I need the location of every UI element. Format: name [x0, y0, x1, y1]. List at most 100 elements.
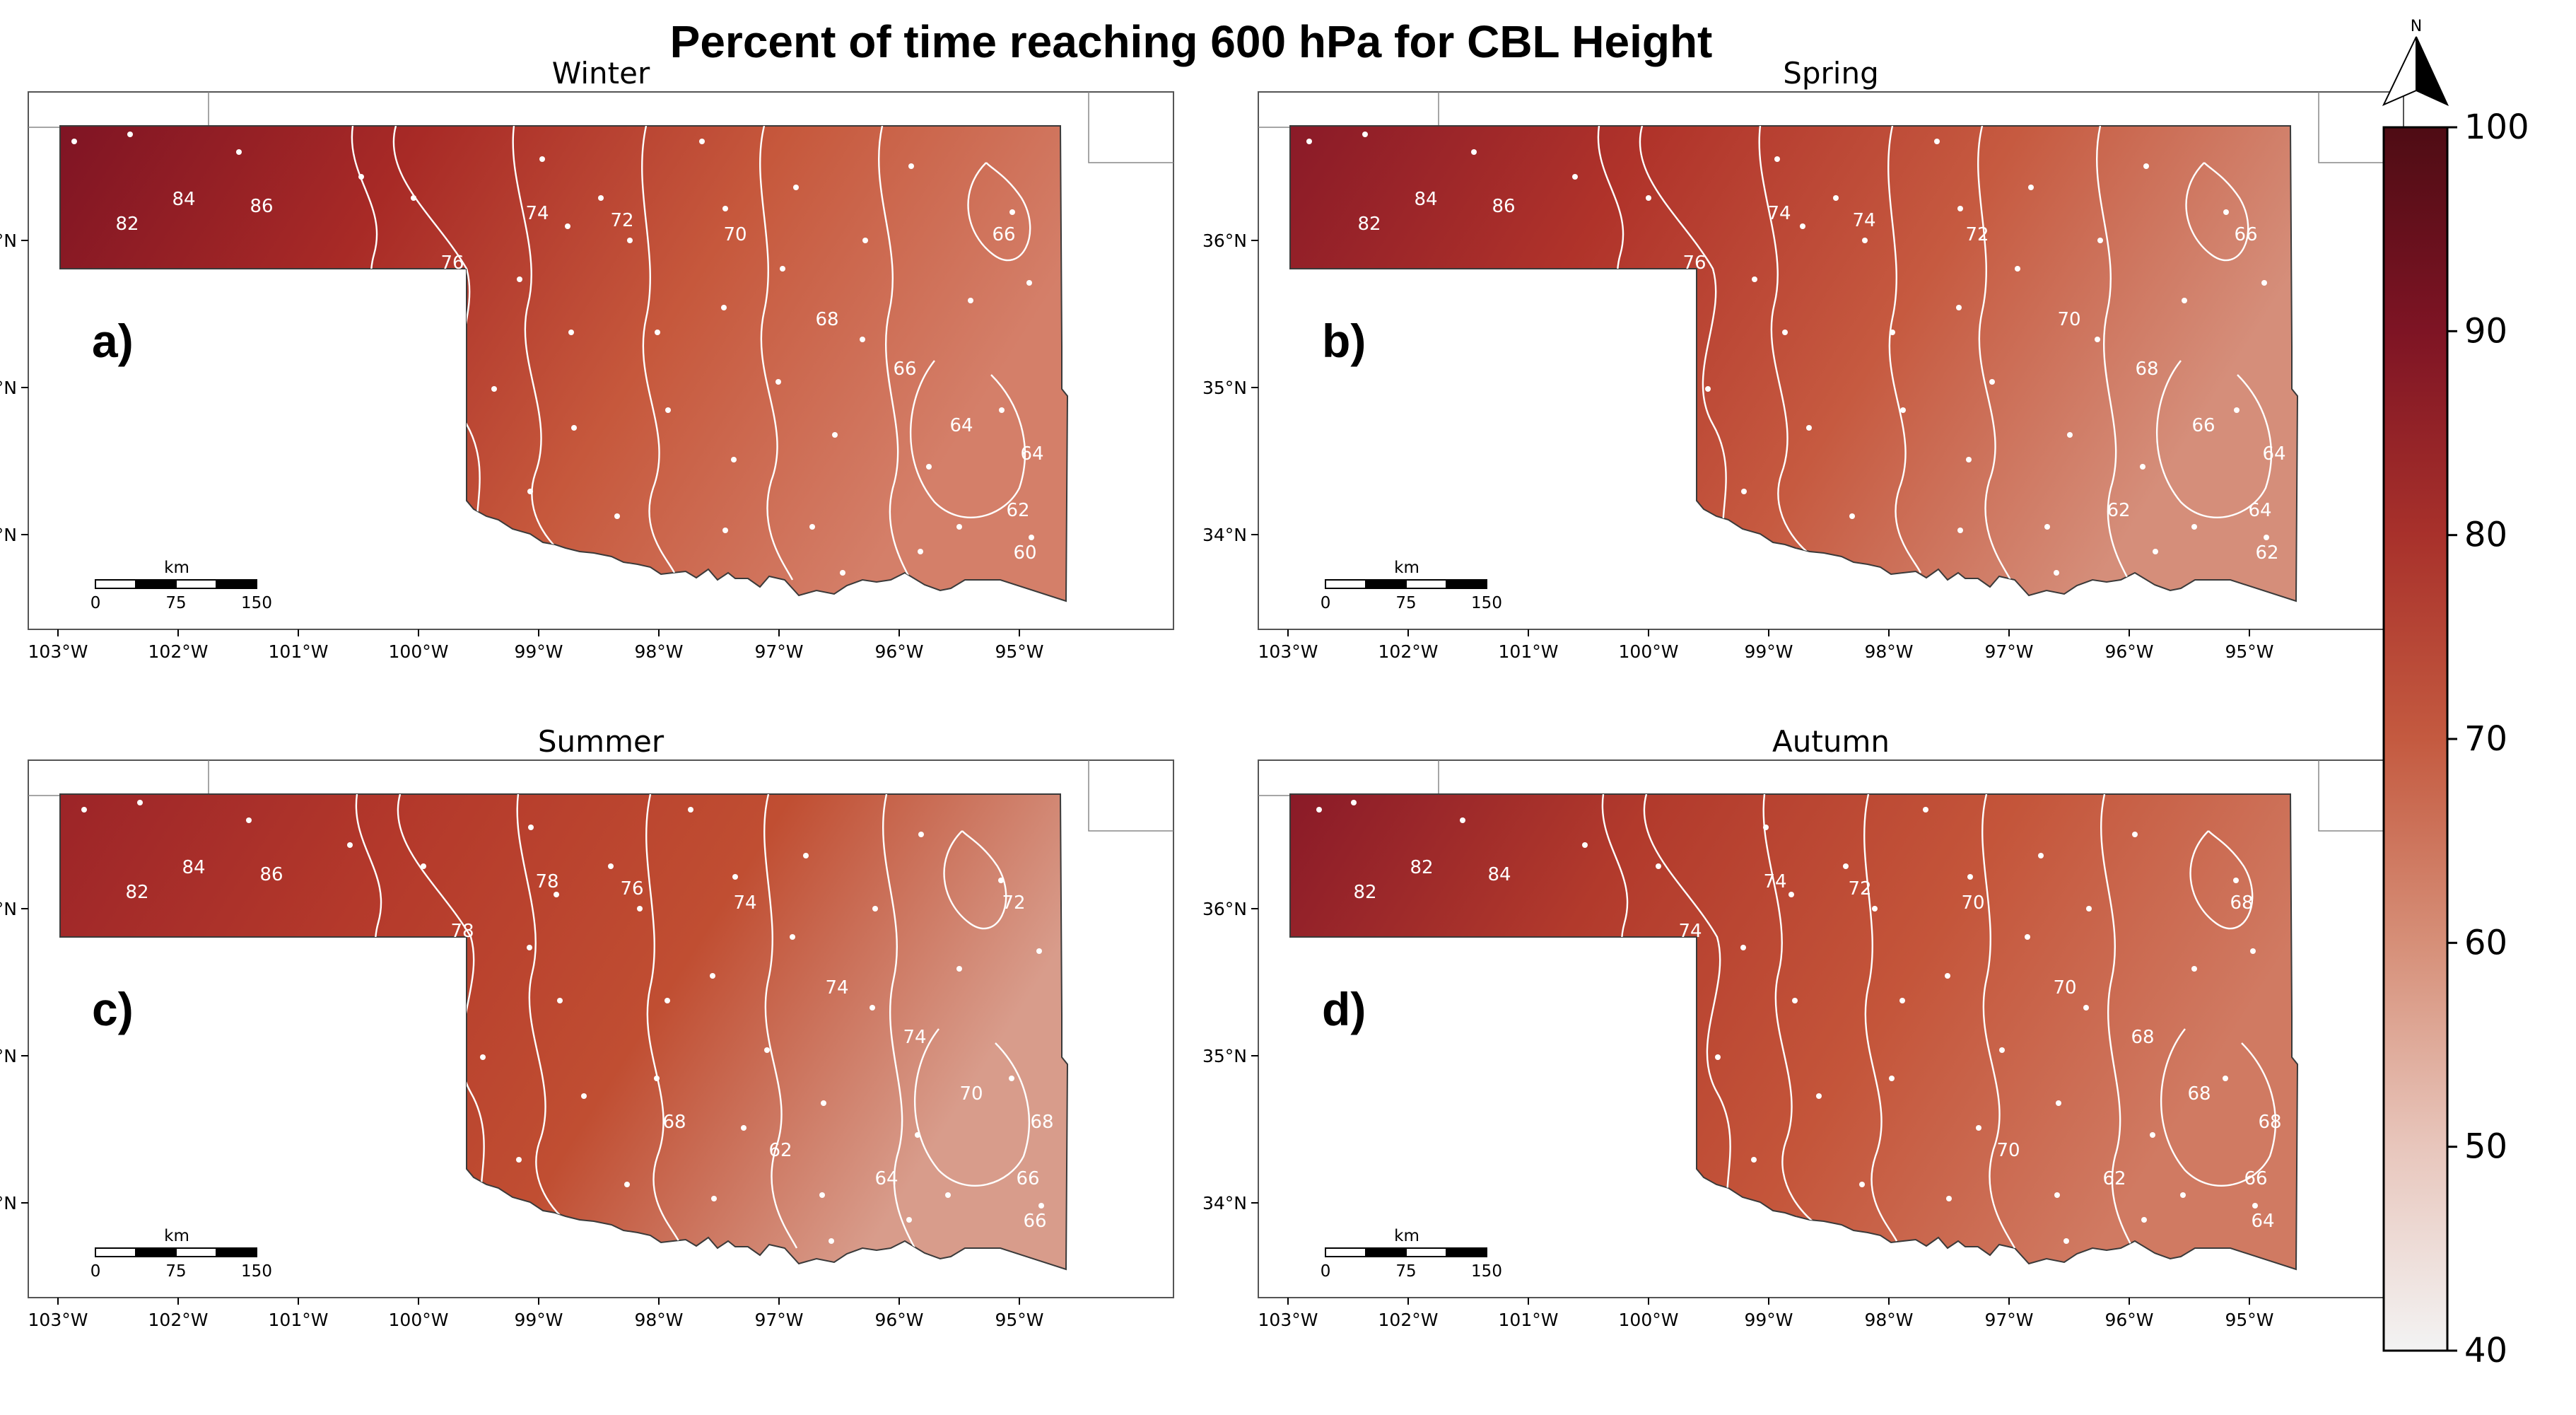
contour-label: 78	[1591, 309, 1614, 330]
lat-tick: 36°N	[1202, 899, 1247, 919]
contour-label: 78	[358, 977, 382, 998]
lon-tick: 95°W	[2225, 641, 2273, 662]
contour-label: 78	[450, 921, 474, 942]
lon-tick: 101°W	[269, 641, 329, 662]
contour-label: 70	[2053, 977, 2076, 998]
panel-letter: d)	[1322, 983, 1366, 1035]
lon-tick: 96°W	[2104, 641, 2153, 662]
lat-tick: 34°N	[1202, 525, 1247, 545]
contour-label: 82	[115, 214, 139, 235]
oklahoma-field	[59, 793, 1069, 1271]
scale-tick: 0	[90, 594, 101, 612]
contour-label: 82	[1410, 857, 1433, 878]
station-dots	[71, 132, 1034, 576]
lon-tick: 99°W	[514, 641, 563, 662]
contour-label: 82	[1353, 882, 1376, 903]
state-boundary	[28, 92, 1173, 163]
contour-label: 74	[733, 892, 756, 914]
contour-label: 72	[610, 210, 633, 231]
contour-label: 84	[172, 189, 195, 210]
lon-tick: 95°W	[2225, 1310, 2273, 1330]
contour-label: 66	[2191, 415, 2215, 436]
lon-tick: 101°W	[1499, 1310, 1559, 1330]
scale-tick: 75	[165, 594, 186, 612]
north-label: N	[2411, 18, 2422, 35]
panel-letter: c)	[92, 983, 134, 1035]
panel-spring: 86 84 82 82 80 78 76 74 74 72 70 68 66 66 64 64 62 62 Spri…	[1202, 56, 2404, 662]
contour-label: 82	[1357, 214, 1381, 235]
contour-label: 72	[1002, 892, 1025, 914]
colorbar-tick: 80	[2464, 516, 2507, 555]
contour-label: 74	[903, 1027, 926, 1048]
scale-unit: km	[164, 559, 189, 577]
contour-label: 62	[2102, 1168, 2126, 1189]
lat-tick: 35°N	[1202, 1046, 1247, 1066]
lat-tick: 34°N	[0, 1193, 17, 1213]
contour-label: 78	[228, 344, 252, 366]
scale-unit: km	[164, 1227, 189, 1245]
lon-tick: 103°W	[1258, 1310, 1318, 1330]
panel-title: Winter	[552, 56, 650, 91]
scale-tick: 150	[241, 1262, 272, 1281]
contour-label: 74	[1763, 871, 1786, 892]
colorbar-ramp	[2382, 126, 2449, 1352]
lat-tick: 36°N	[0, 231, 17, 251]
contour-label: 72	[1848, 878, 1871, 899]
north-arrow-right	[2416, 36, 2449, 107]
scale-bar: km 0 75 150	[1321, 559, 1502, 612]
oklahoma-field	[1289, 125, 2299, 602]
contour-label: 70	[2057, 309, 2080, 330]
contour-label: 76	[1682, 252, 1706, 274]
contour-label: 78	[1466, 1013, 1489, 1034]
lat-tick: 36°N	[0, 899, 17, 919]
contour-label: 70	[1961, 892, 1984, 914]
contour-label: 80	[380, 977, 403, 998]
colorbar-tick: 70	[2464, 719, 2507, 759]
contour-label: 68	[2258, 1112, 2281, 1133]
contour-label: 68	[2131, 1027, 2154, 1048]
contour-label: 66	[2244, 1168, 2267, 1189]
oklahoma-field	[1289, 793, 2299, 1271]
scale-tick: 0	[1321, 594, 1331, 612]
contour-label: 74	[825, 977, 848, 998]
panel-title: Autumn	[1772, 724, 1890, 759]
north-arrow: N	[2382, 18, 2449, 107]
contour-label: 68	[662, 1112, 686, 1133]
contour-label: 66	[992, 224, 1015, 245]
scale-tick: 150	[1471, 1262, 1502, 1281]
lon-tick: 102°W	[1378, 1310, 1439, 1330]
lon-tick: 98°W	[634, 641, 683, 662]
lon-tick: 100°W	[1619, 641, 1679, 662]
panel-title: Summer	[538, 724, 665, 759]
scale-tick: 0	[90, 1262, 101, 1281]
scale-unit: km	[1394, 559, 1419, 577]
contour-label: 78	[349, 309, 372, 330]
lat-tick: 35°N	[0, 378, 17, 398]
contour-label: 72	[1965, 224, 1989, 245]
lon-tick: 100°W	[1619, 1310, 1679, 1330]
contour-label: 84	[182, 857, 205, 878]
state-boundary	[28, 760, 1173, 832]
lat-tick: 35°N	[1202, 378, 1247, 398]
contour-label: 68	[2230, 892, 2253, 914]
contour-label: 82	[1612, 309, 1635, 330]
lon-tick: 97°W	[754, 641, 803, 662]
contour-label: 62	[1006, 500, 1029, 521]
lon-tick: 101°W	[1499, 641, 1559, 662]
contour-label: 74	[525, 203, 549, 224]
lon-tick: 96°W	[2104, 1310, 2153, 1330]
contour-label: 74	[1767, 203, 1791, 224]
scale-tick: 75	[1395, 594, 1416, 612]
lon-tick: 98°W	[1864, 641, 1913, 662]
lon-tick: 99°W	[514, 1310, 563, 1330]
lat-tick: 34°N	[0, 525, 17, 545]
contour-label: 70	[1996, 1140, 2020, 1161]
contour-label: 74	[1678, 921, 1702, 942]
contour-label: 76	[440, 252, 464, 274]
contour-label: 66	[1023, 1211, 1046, 1232]
lon-tick: 102°W	[148, 1310, 209, 1330]
lon-tick: 96°W	[874, 1310, 923, 1330]
contour-label: 86	[1492, 196, 1515, 217]
panel-autumn: 84 82 82 80 78 76 74 74 72 70 70 68 68 68 68 66 64 62 70 Au…	[1202, 724, 2404, 1330]
